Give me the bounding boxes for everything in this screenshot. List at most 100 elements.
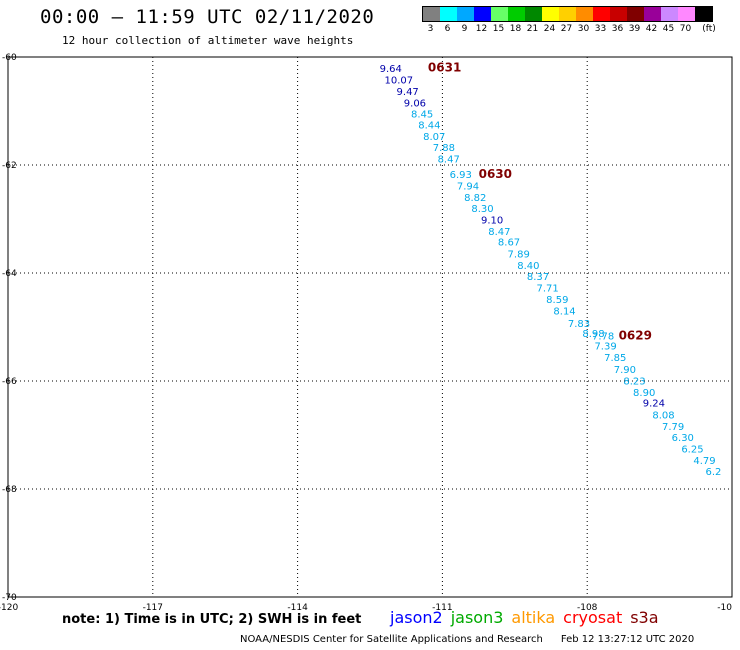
wave-height-value: 6.30 <box>672 433 694 444</box>
satellite-s3a: s3a <box>630 608 659 627</box>
wave-height-value: 10.07 <box>384 76 413 87</box>
wave-height-value: 8.47 <box>438 155 460 166</box>
wave-height-value: 6.2 <box>705 467 721 478</box>
wave-height-value: 7.78 <box>592 332 614 343</box>
legend-label: 6 <box>444 24 451 34</box>
legend-swatch <box>474 7 491 21</box>
legend-label: 18 <box>509 24 522 34</box>
wave-height-value: 9.06 <box>404 98 426 109</box>
generated-timestamp: Feb 12 13:27:12 UTC 2020 <box>560 634 695 645</box>
wave-height-value: 9.64 <box>380 64 402 75</box>
wave-height-value: 9.47 <box>397 87 419 98</box>
pass-time-label: 0629 <box>619 329 652 343</box>
legend-swatch <box>559 7 576 21</box>
lat-tick-label: -66 <box>2 377 17 387</box>
wave-height-value: 7.79 <box>662 422 684 433</box>
legend-swatch <box>678 7 695 21</box>
legend-label: 42 <box>645 24 658 34</box>
lat-tick-label: -70 <box>2 593 17 603</box>
legend-swatch <box>423 7 440 21</box>
credit-line: NOAA/NESDIS Center for Satellite Applica… <box>240 634 694 645</box>
legend-label: 70 <box>679 24 692 34</box>
lat-tick-label: -68 <box>2 485 17 495</box>
legend-label: 39 <box>628 24 641 34</box>
wave-height-value: 8.59 <box>546 295 568 306</box>
wave-height-value: 8.37 <box>527 272 549 283</box>
legend-label: 33 <box>594 24 607 34</box>
satellite-cryosat: cryosat <box>563 608 623 627</box>
legend-swatch <box>576 7 593 21</box>
lon-tick-label: -117 <box>143 603 163 613</box>
legend-swatch <box>593 7 610 21</box>
time-labels: 0631 0630 0629 <box>428 60 652 342</box>
legend-label: 15 <box>492 24 505 34</box>
legend-swatch <box>610 7 627 21</box>
legend-label: 36 <box>611 24 624 34</box>
legend-swatch <box>644 7 661 21</box>
wave-height-value: 8.47 <box>488 227 510 238</box>
pass-time-label: 0630 <box>479 167 512 181</box>
legend-swatch <box>508 7 525 21</box>
lat-tick-label: -64 <box>2 269 17 279</box>
wave-height-value: 7.83 <box>568 319 590 330</box>
wave-height-value: 8.08 <box>652 410 674 421</box>
legend-label: 21 <box>526 24 539 34</box>
wave-height-value: 8.98 <box>582 329 604 340</box>
wave-height-value: 7.94 <box>457 182 479 193</box>
legend-swatch <box>661 7 678 21</box>
legend-swatch <box>457 7 474 21</box>
lon-tick-label: -111 <box>432 603 452 613</box>
satellite-key: jason2 jason3 altika cryosat s3a <box>390 608 667 627</box>
legend-label: 45 <box>662 24 675 34</box>
map-tick-labels: -120 -117 -114 -111 -108 -10 -60 -62 -64 -66 -68 -7… <box>0 53 732 613</box>
wave-height-value: 8.44 <box>418 121 440 132</box>
legend-labels: 3 6 9 12 15 18 21 24 27 30 33 36 39 42 45 70 (ft) <box>422 22 716 36</box>
wave-height-value: 8.40 <box>517 261 539 272</box>
satellite-jason3: jason3 <box>450 608 504 627</box>
wave-height-value: 7.88 <box>433 143 455 154</box>
units-note: note: 1) Time is in UTC; 2) SWH is in fe… <box>62 612 362 627</box>
legend-label: 3 <box>427 24 434 34</box>
map-grid <box>8 57 732 597</box>
wave-height-value: 7.39 <box>594 341 616 352</box>
wave-height-value: 8.67 <box>498 238 520 249</box>
lat-tick-label: -62 <box>2 161 17 171</box>
legend-swatch <box>491 7 508 21</box>
wave-height-value: 8.90 <box>633 388 655 399</box>
legend-swatches <box>422 6 713 22</box>
wave-height-value: 7.90 <box>614 365 636 376</box>
pass-time-label: 0631 <box>428 60 461 74</box>
page-subtitle: 12 hour collection of altimeter wave hei… <box>62 34 354 47</box>
lon-tick-label: -10 <box>717 603 732 613</box>
wave-height-value: 8.07 <box>423 132 445 143</box>
wave-height-value: 9.10 <box>481 216 503 227</box>
legend-swatch <box>627 7 644 21</box>
wave-height-value: 8.14 <box>553 306 575 317</box>
wave-height-value: 7.89 <box>508 250 530 261</box>
page-title: 00:00 – 11:59 UTC 02/11/2020 <box>40 6 375 28</box>
credit-text: NOAA/NESDIS Center for Satellite Applica… <box>240 634 543 645</box>
lon-tick-label: -120 <box>0 603 18 613</box>
lat-tick-label: -60 <box>2 53 17 63</box>
satellite-altika: altika <box>511 608 556 627</box>
legend-label: 30 <box>577 24 590 34</box>
wave-height-value: 6.25 <box>681 445 703 456</box>
wave-height-value: 9.24 <box>643 399 665 410</box>
wave-height-value: 7.85 <box>604 353 626 364</box>
legend-swatch <box>542 7 559 21</box>
wave-height-value: 7.71 <box>537 284 559 295</box>
legend-label: 27 <box>560 24 573 34</box>
legend-swatch <box>440 7 457 21</box>
wave-height-value: 8.45 <box>411 110 433 121</box>
color-legend: 3 6 9 12 15 18 21 24 27 30 33 36 39 42 45 70 (ft) <box>422 6 716 36</box>
legend-label: 9 <box>461 24 468 34</box>
legend-unit: (ft) <box>702 24 716 34</box>
wave-observations: 9.6410.079.479.068.458.448.077.888.476.9… <box>380 64 722 478</box>
satellite-jason2: jason2 <box>390 608 443 627</box>
legend-swatch <box>695 7 712 21</box>
legend-label: 24 <box>543 24 556 34</box>
wave-height-value: 8.30 <box>471 204 493 215</box>
legend-label: 12 <box>475 24 488 34</box>
legend-swatch <box>525 7 542 21</box>
